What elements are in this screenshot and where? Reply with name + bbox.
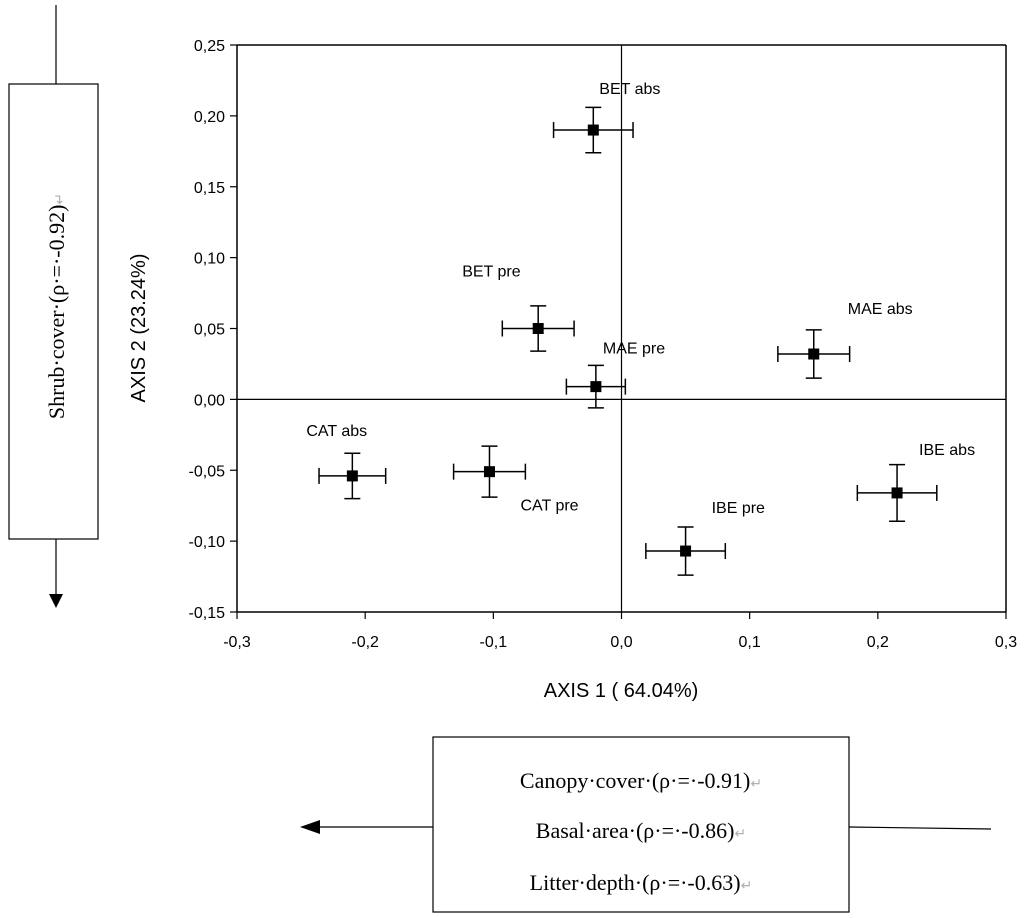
x-tick-label: 0,1: [739, 634, 761, 651]
point-label: IBE pre: [712, 500, 765, 517]
data-point: CAT pre: [452, 445, 579, 515]
data-point: MAE abs: [777, 301, 913, 379]
point-marker: [590, 381, 602, 393]
y-tick-label: -0,05: [189, 463, 226, 480]
y-tick-label: 0,25: [194, 38, 225, 55]
data-point: BET pre: [462, 264, 575, 352]
canopy-gradient-box: [432, 736, 850, 913]
x-axis-ticks: -0,3 -0,2 -0,1 0,0 0,1 0,2 0,3: [223, 612, 1017, 651]
y-tick-label: 0,15: [194, 180, 225, 197]
shrub-cover-box: [8, 83, 99, 540]
point-label: BET pre: [462, 264, 520, 281]
data-point: IBE pre: [645, 500, 765, 576]
canopy-cover-label: Canopy·cover·(ρ·=·-0.91)↵: [520, 768, 762, 793]
x-tick-label: -0,1: [480, 634, 508, 651]
y-axis-ticks: 0,25 0,20 0,15 0,10 0,05 0,00 -0,05 -0,10 -0,15: [189, 38, 237, 622]
litter-depth-label: Litter·depth·(ρ·=·-0.63)↵: [530, 870, 753, 895]
point-marker: [808, 348, 820, 360]
point-marker: [680, 545, 692, 557]
data-point: BET abs: [552, 81, 660, 154]
x-tick-label: -0,3: [223, 634, 251, 651]
x-tick-label: 0,2: [867, 634, 889, 651]
x-tick-label: 0,3: [995, 634, 1017, 651]
arrow-left-icon: [300, 820, 320, 834]
x-axis-title: AXIS 1 ( 64.04%): [544, 680, 699, 702]
data-points: BET abs BET pre MAE pre MAE abs CAT abs CAT p…: [306, 81, 975, 576]
basal-area-label: Basal·area·(ρ·=·-0.86)↵: [536, 818, 746, 843]
y-tick-label: -0,15: [189, 605, 226, 622]
shrub-cover-gradient: Shrub·cover·(ρ·=·-0.92)↵: [8, 5, 99, 608]
y-tick-label: 0,00: [194, 392, 225, 409]
y-tick-label: 0,20: [194, 109, 225, 126]
point-label: BET abs: [599, 81, 660, 98]
x-tick-label: -0,2: [351, 634, 379, 651]
y-axis-title: AXIS 2 (23.24%): [128, 254, 150, 403]
y-tick-label: 0,05: [194, 322, 225, 339]
data-point: IBE abs: [856, 442, 975, 523]
point-label: MAE pre: [603, 341, 665, 358]
point-label: IBE abs: [919, 442, 975, 459]
canopy-arrow-shaft-right: [848, 826, 992, 830]
point-label: CAT abs: [306, 423, 367, 440]
y-tick-label: -0,10: [189, 534, 226, 551]
arrow-down-icon: [49, 594, 63, 608]
point-marker: [346, 470, 358, 482]
y-tick-label: 0,10: [194, 251, 225, 268]
canopy-gradient: Canopy·cover·(ρ·=·-0.91)↵ Basal·area·(ρ·…: [300, 736, 992, 913]
x-tick-label: 0,0: [610, 634, 632, 651]
point-marker: [587, 124, 599, 136]
point-label: MAE abs: [848, 301, 913, 318]
point-marker: [891, 487, 903, 499]
point-marker: [483, 466, 495, 478]
data-point: CAT abs: [306, 423, 387, 500]
point-marker: [532, 323, 544, 334]
point-label: CAT pre: [520, 498, 578, 515]
data-point: MAE pre: [565, 341, 665, 409]
shrub-cover-label: Shrub·cover·(ρ·=·-0.92)↵: [44, 193, 69, 419]
